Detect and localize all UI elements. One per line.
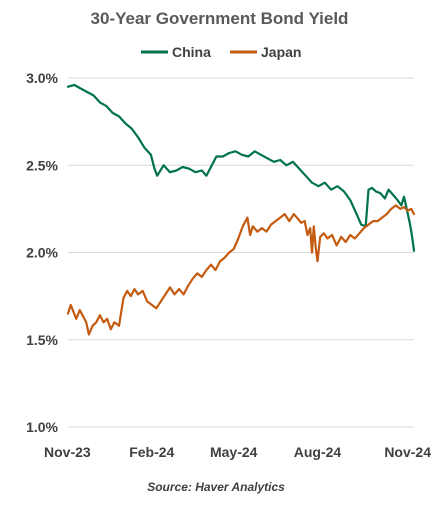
- series-line-china: [66, 83, 416, 252]
- y-tick-label: 1.0%: [26, 419, 58, 435]
- x-axis-ticks: Nov-23 Feb-24 May-24 Aug-24 Nov-24: [44, 444, 431, 460]
- chart-title: 30-Year Government Bond Yield: [91, 9, 349, 28]
- y-tick-label: 3.0%: [26, 70, 58, 86]
- x-tick-label: Nov-23: [44, 444, 91, 460]
- series-lines: [66, 83, 416, 336]
- legend-label-japan: Japan: [261, 44, 301, 60]
- y-tick-label: 1.5%: [26, 332, 58, 348]
- legend-label-china: China: [172, 44, 211, 60]
- y-tick-label: 2.5%: [26, 157, 58, 173]
- gridlines: [68, 77, 414, 428]
- y-axis-ticks: 1.0% 1.5% 2.0% 2.5% 3.0%: [26, 70, 58, 435]
- y-tick-label: 2.0%: [26, 245, 58, 261]
- x-tick-label: Aug-24: [294, 444, 342, 460]
- legend: China Japan: [141, 44, 301, 60]
- x-tick-label: May-24: [210, 444, 258, 460]
- x-tick-label: Nov-24: [384, 444, 431, 460]
- source-note: Source: Haver Analytics: [147, 480, 285, 494]
- x-tick-label: Feb-24: [129, 444, 174, 460]
- series-line-japan: [66, 204, 416, 336]
